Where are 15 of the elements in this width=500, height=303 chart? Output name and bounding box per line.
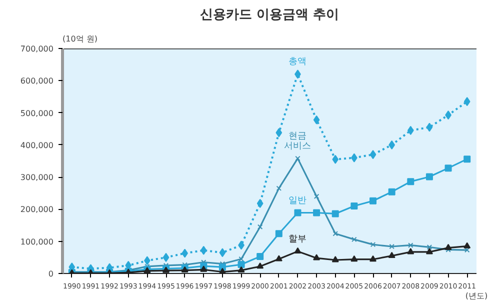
series-label: 총액	[288, 56, 307, 66]
chart-title: 신용카드 이용금액 추이	[200, 8, 340, 22]
x-axis-title: (년도)	[465, 292, 488, 300]
y-tick-label: 0	[48, 270, 54, 278]
y-tick-label: 200,000	[20, 205, 54, 214]
y-axis-title: (10억 원)	[62, 34, 98, 44]
y-tick-label: 100,000	[20, 237, 54, 246]
y-tick-label: 700,000	[20, 44, 54, 54]
series-label: 현금 서비스	[284, 130, 312, 150]
y-tick-label: 600,000	[20, 76, 54, 86]
y-tick-label: 500,000	[20, 108, 54, 118]
series-label: 일반	[288, 194, 307, 205]
y-tick-label: 300,000	[20, 173, 54, 182]
series-label: 할부	[288, 233, 307, 244]
y-tick-label: 400,000	[20, 140, 54, 150]
